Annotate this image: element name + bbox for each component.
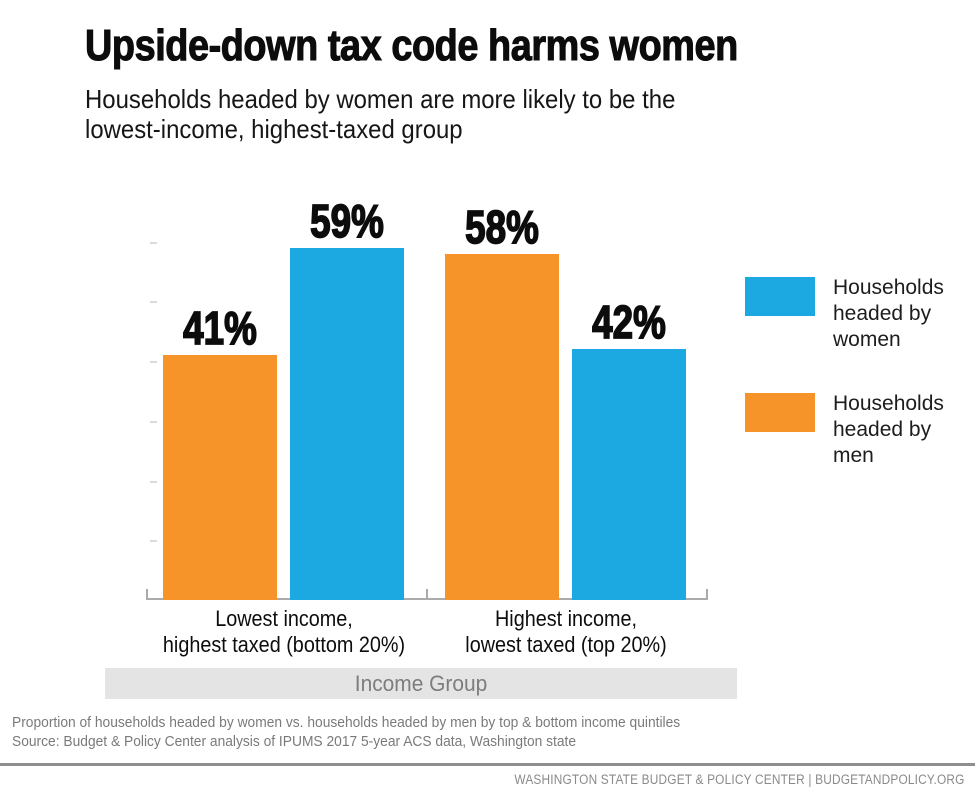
bar-men-group2 (445, 254, 559, 600)
y-axis-tick-60 (150, 242, 157, 244)
x-axis-tick-right (706, 589, 708, 600)
legend-swatch-women (745, 277, 815, 316)
y-axis-tick-30 (150, 421, 157, 423)
bar-women-group2 (572, 349, 686, 600)
x-axis-tick-left (146, 589, 148, 600)
footer-divider (0, 763, 975, 766)
page-title: Upside-down tax code harms women (85, 21, 739, 70)
y-axis-tick-20 (150, 481, 157, 483)
x-axis-tick-middle (426, 589, 428, 600)
legend-label-men: Households headed by men (833, 392, 944, 467)
bar-men-group1 (163, 355, 277, 600)
footer-brand: WASHINGTON STATE BUDGET & POLICY CENTER … (514, 772, 965, 787)
page-subtitle: Households headed by women are more like… (85, 84, 676, 145)
legend-label-women: Households headed by women (833, 276, 944, 351)
bar-value-men-group2: 58% (464, 201, 539, 253)
x-axis-title-band: Income Group (105, 668, 737, 699)
footnote-description: Proportion of households headed by women… (12, 714, 681, 731)
bar-value-men-group1: 41% (182, 302, 257, 354)
bar-women-group1 (290, 248, 404, 600)
y-axis-tick-50 (150, 301, 157, 303)
x-axis-title: Income Group (354, 671, 488, 696)
x-category-label-group2: Highest income, lowest taxed (top 20%) (464, 606, 667, 657)
legend-swatch-men (745, 393, 815, 432)
footnote: Proportion of households headed by women… (12, 714, 680, 752)
x-category-label-group1: Lowest income, highest taxed (bottom 20%… (162, 606, 405, 657)
y-axis-tick-10 (150, 540, 157, 542)
footnote-source: Source: Budget & Policy Center analysis … (12, 732, 577, 750)
y-axis-tick-40 (150, 361, 157, 363)
bar-value-women-group1: 59% (309, 195, 384, 247)
bar-value-women-group2: 42% (591, 296, 666, 348)
